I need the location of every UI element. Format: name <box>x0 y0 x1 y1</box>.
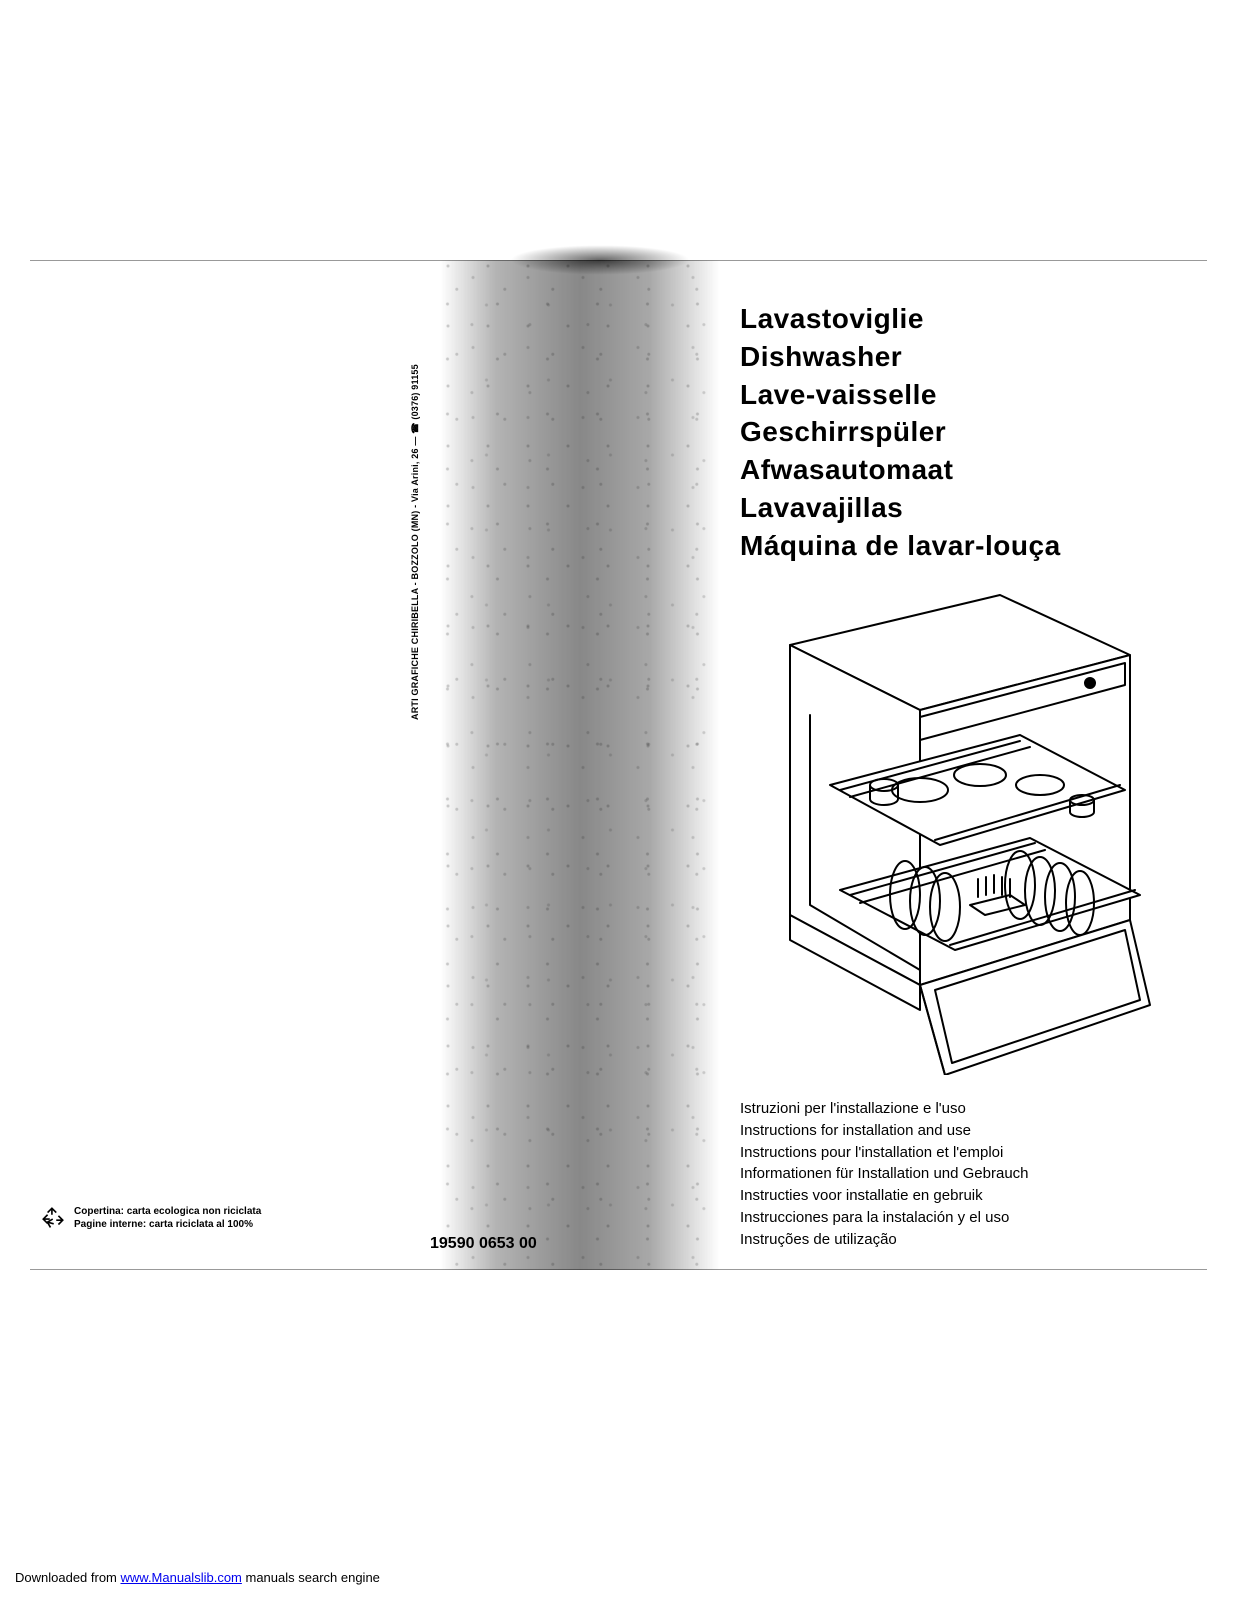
title-pt: Máquina de lavar-louça <box>740 527 1190 565</box>
fold-noise <box>440 260 720 1270</box>
title-nl: Afwasautomaat <box>740 451 1190 489</box>
instruction-es: Instrucciones para la instalación y el u… <box>740 1207 1200 1229</box>
title-en: Dishwasher <box>740 338 1190 376</box>
title-de: Geschirrspüler <box>740 413 1190 451</box>
recycle-icon <box>40 1205 66 1231</box>
title-fr: Lave-vaisselle <box>740 376 1190 414</box>
dishwasher-illustration <box>720 585 1160 1075</box>
instructions-block: Istruzioni per l'installazione e l'uso I… <box>740 1098 1200 1250</box>
scan-smudge <box>510 245 690 275</box>
printer-imprint: ARTI GRAFICHE CHIRIBELLA - BOZZOLO (MN) … <box>410 220 421 720</box>
document-page: Lavastoviglie Dishwasher Lave-vaisselle … <box>0 0 1237 1600</box>
title-es: Lavavajillas <box>740 489 1190 527</box>
instruction-de: Informationen für Installation und Gebra… <box>740 1163 1200 1185</box>
recycle-line2: Pagine interne: carta riciclata al 100% <box>74 1218 261 1231</box>
footer-suffix: manuals search engine <box>242 1570 380 1585</box>
instruction-nl: Instructies voor installatie en gebruik <box>740 1185 1200 1207</box>
recycle-text: Copertina: carta ecologica non riciclata… <box>74 1205 261 1231</box>
title-block: Lavastoviglie Dishwasher Lave-vaisselle … <box>740 300 1190 565</box>
instruction-fr: Instructions pour l'installation et l'em… <box>740 1142 1200 1164</box>
footer-link[interactable]: www.Manualslib.com <box>121 1570 242 1585</box>
title-it: Lavastoviglie <box>740 300 1190 338</box>
footer-prefix: Downloaded from <box>15 1570 121 1585</box>
recycle-block: Copertina: carta ecologica non riciclata… <box>40 1205 261 1231</box>
recycle-line1: Copertina: carta ecologica non riciclata <box>74 1205 261 1218</box>
instruction-it: Istruzioni per l'installazione e l'uso <box>740 1098 1200 1120</box>
download-footer: Downloaded from www.Manualslib.com manua… <box>15 1570 380 1585</box>
instruction-pt: Instruções de utilização <box>740 1229 1200 1251</box>
instruction-en: Instructions for installation and use <box>740 1120 1200 1142</box>
part-number: 19590 0653 00 <box>430 1235 537 1253</box>
